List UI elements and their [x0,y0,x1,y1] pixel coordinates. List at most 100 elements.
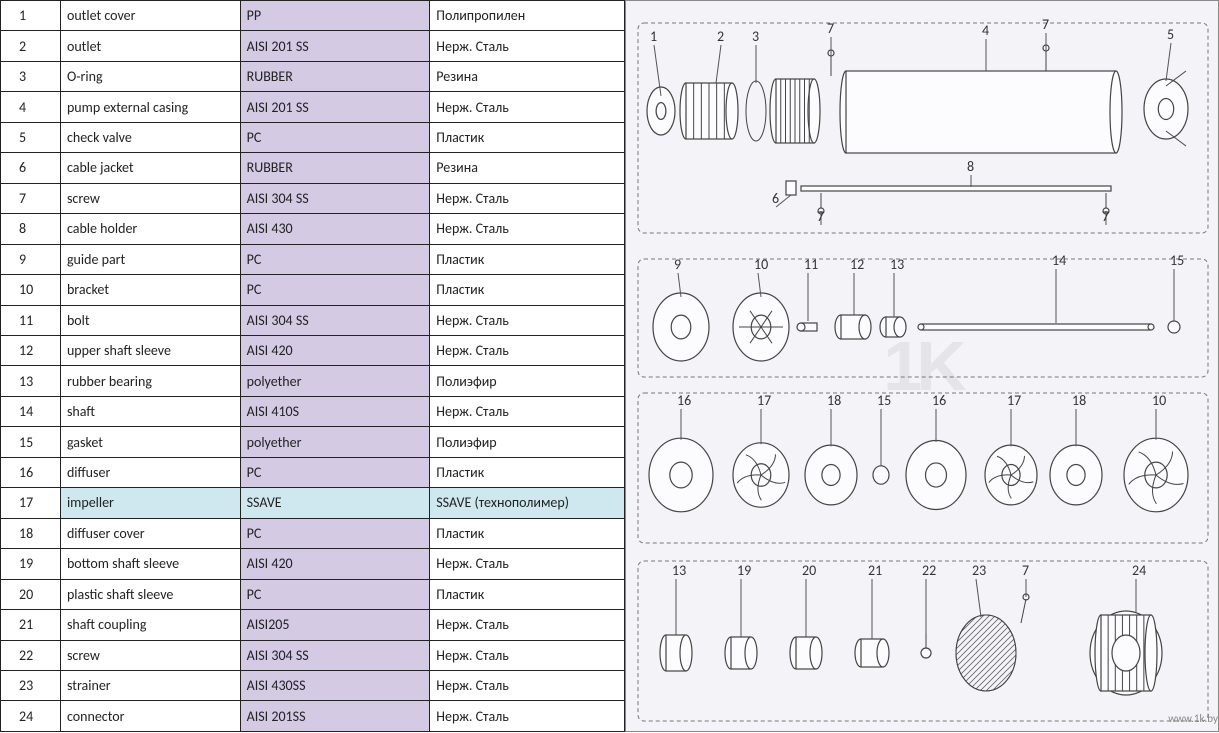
table-cell: Резина [430,153,625,183]
table-cell: polyether [240,427,430,457]
table-row: 8cable holderAISI 430Нерж. Сталь [1,214,625,244]
svg-text:21: 21 [868,562,882,579]
svg-text:13: 13 [672,562,686,579]
table-row: 1outlet coverPPПолипропилен [1,1,625,31]
table-cell: 20 [1,579,61,609]
table-cell: check valve [60,122,240,152]
table-cell: PC [240,579,430,609]
svg-text:15: 15 [1170,252,1184,269]
table-row: 24connectorAISI 201SSНерж. Сталь [1,701,625,732]
table-cell: PC [240,244,430,274]
table-cell: 3 [1,61,61,91]
svg-text:7: 7 [1022,562,1029,579]
table-row: 23strainerAISI 430SSНерж. Сталь [1,670,625,700]
svg-text:7: 7 [1042,16,1049,33]
table-cell: 11 [1,305,61,335]
table-row: 7screwAISI 304 SSНерж. Сталь [1,183,625,213]
table-row: 4pump external casingAISI 201 SSНерж. Ст… [1,92,625,122]
table-cell: strainer [60,670,240,700]
table-row: 9guide partPCПластик [1,244,625,274]
svg-text:10: 10 [754,256,768,273]
table-cell: bottom shaft sleeve [60,549,240,579]
table-cell: bracket [60,275,240,305]
table-cell: 14 [1,396,61,426]
svg-text:18: 18 [1072,392,1086,409]
table-cell: RUBBER [240,61,430,91]
table-row: 2outletAISI 201 SSНерж. Сталь [1,31,625,61]
table-row: 10bracketPCПластик [1,275,625,305]
table-row: 21shaft couplingAISI205Нерж. Сталь [1,610,625,640]
table-cell: AISI 201 SS [240,92,430,122]
table-cell: AISI 430SS [240,670,430,700]
table-cell: AISI 420 [240,549,430,579]
table-cell: 1 [1,1,61,31]
source-label: www.1k.by [1168,712,1218,725]
svg-text:6: 6 [772,190,779,207]
table-cell: cable holder [60,214,240,244]
svg-text:8: 8 [967,158,974,175]
table-row: 12upper shaft sleeveAISI 420Нерж. Сталь [1,335,625,365]
table-cell: cable jacket [60,153,240,183]
svg-text:23: 23 [972,562,986,579]
table-cell: 21 [1,610,61,640]
table-cell: 12 [1,335,61,365]
svg-text:18: 18 [827,392,841,409]
table-cell: Нерж. Сталь [430,396,625,426]
table-row: 13rubber bearingpolyetherПолиэфир [1,366,625,396]
table-cell: AISI 304 SS [240,640,430,670]
table-cell: 9 [1,244,61,274]
table-cell: outlet cover [60,1,240,31]
table-cell: 8 [1,214,61,244]
svg-text:16: 16 [677,392,691,409]
table-cell: PC [240,457,430,487]
table-cell: diffuser [60,457,240,487]
svg-text:24: 24 [1132,562,1146,579]
table-cell: 19 [1,549,61,579]
svg-text:7: 7 [817,208,824,225]
table-row: 5check valvePCПластик [1,122,625,152]
exploded-diagram: 1237475867791011121314151617181516171810… [626,1,1219,733]
table-cell: Полиэфир [430,366,625,396]
table-cell: shaft coupling [60,610,240,640]
table-cell: diffuser cover [60,518,240,548]
table-cell: 23 [1,670,61,700]
table-cell: plastic shaft sleeve [60,579,240,609]
svg-text:10: 10 [1152,392,1166,409]
table-cell: Нерж. Сталь [430,335,625,365]
svg-text:13: 13 [890,256,904,273]
table-row: 20plastic shaft sleevePCПластик [1,579,625,609]
table-cell: impeller [60,488,240,518]
svg-text:2: 2 [717,28,724,45]
table-cell: screw [60,640,240,670]
table-cell: Нерж. Сталь [430,31,625,61]
table-cell: AISI205 [240,610,430,640]
svg-text:15: 15 [877,392,891,409]
svg-text:1: 1 [650,28,657,45]
svg-text:3: 3 [752,28,759,45]
table-cell: Полипропилен [430,1,625,31]
table-cell: screw [60,183,240,213]
table-cell: Полиэфир [430,427,625,457]
table-cell: AISI 420 [240,335,430,365]
table-cell: Пластик [430,579,625,609]
table-cell: bolt [60,305,240,335]
table-row: 17impellerSSAVESSAVE (технополимер) [1,488,625,518]
table-cell: upper shaft sleeve [60,335,240,365]
svg-text:17: 17 [1007,392,1021,409]
table-cell: AISI 201SS [240,701,430,732]
table-cell: Нерж. Сталь [430,610,625,640]
table-cell: Пластик [430,122,625,152]
table-cell: Нерж. Сталь [430,640,625,670]
table-cell: AISI 410S [240,396,430,426]
table-row: 16diffuserPCПластик [1,457,625,487]
table-cell: 15 [1,427,61,457]
svg-text:19: 19 [737,562,751,579]
table-cell: 18 [1,518,61,548]
table-row: 22screwAISI 304 SSНерж. Сталь [1,640,625,670]
table-cell: guide part [60,244,240,274]
table-cell: shaft [60,396,240,426]
table-cell: Нерж. Сталь [430,305,625,335]
table-cell: outlet [60,31,240,61]
svg-text:11: 11 [804,256,818,273]
svg-text:20: 20 [802,562,816,579]
